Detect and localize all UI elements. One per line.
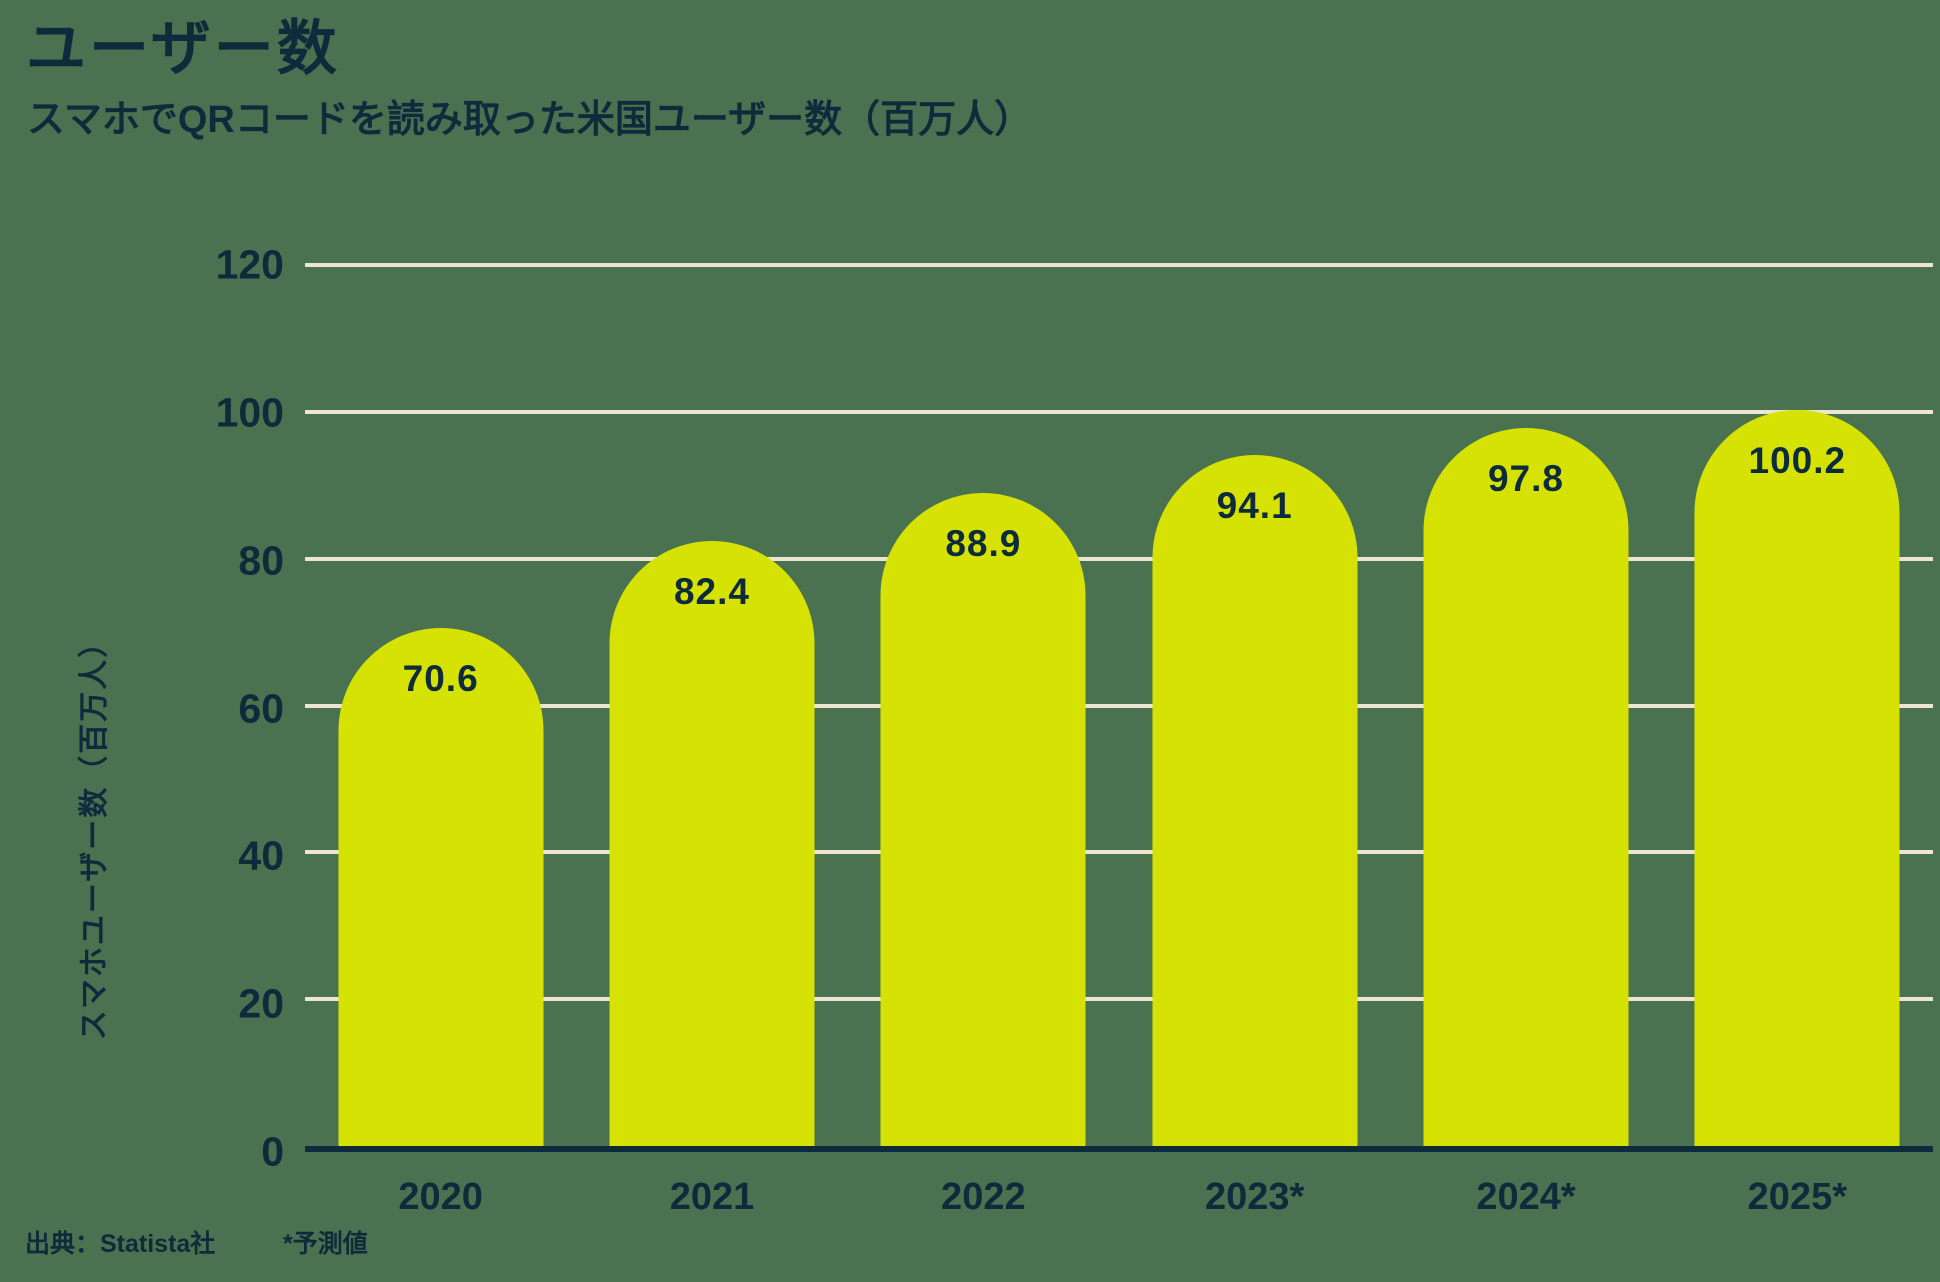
gridline-120 — [305, 263, 1933, 267]
y-tick-100: 100 — [215, 389, 284, 436]
x-tick-labels: 2020 2021 2022 2023* 2024* 2025* — [305, 1178, 1933, 1228]
gridline-40 — [305, 850, 1933, 855]
bar-2022: 88.9 — [880, 493, 1086, 1146]
y-tick-0: 0 — [261, 1128, 284, 1175]
bar-value-label: 94.1 — [1216, 485, 1293, 527]
bar-2024: 97.8 — [1423, 428, 1629, 1146]
forecast-note: *予測値 — [283, 1230, 368, 1258]
bar-2023: 94.1 — [1152, 455, 1358, 1146]
y-tick-20: 20 — [238, 980, 284, 1027]
y-tick-60: 60 — [238, 685, 284, 731]
bar-2020: 70.6 — [338, 627, 544, 1146]
y-tick-120: 120 — [215, 241, 284, 288]
x-tick-2025: 2025* — [1747, 1176, 1847, 1218]
gridline-80 — [305, 556, 1933, 561]
chart-subtitle: スマホでQRコードを読み取った米国ユーザー数（百万人） — [27, 99, 1033, 141]
plot-area: 70.6 82.4 88.9 94.1 97.8 100.2 — [305, 263, 1933, 1152]
bar-value-label: 100.2 — [1748, 440, 1847, 482]
bar-value-label: 88.9 — [945, 523, 1022, 565]
y-tick-80: 80 — [238, 537, 284, 584]
x-tick-2024: 2024* — [1476, 1176, 1576, 1218]
y-tick-40: 40 — [238, 832, 284, 879]
bar-2025: 100.2 — [1694, 410, 1900, 1146]
gridline-60 — [305, 703, 1933, 708]
bar-2021: 82.4 — [609, 541, 815, 1146]
x-tick-2020: 2020 — [398, 1176, 483, 1218]
y-tick-labels: 0 20 40 60 80 100 120 — [0, 244, 284, 1172]
x-tick-2023: 2023* — [1204, 1176, 1305, 1218]
gridline-100 — [305, 409, 1933, 414]
x-tick-2022: 2022 — [941, 1176, 1026, 1218]
source-text: 出典：Statista社 — [25, 1230, 216, 1258]
gridline-20 — [305, 997, 1933, 1002]
chart-title: ユーザー数 — [26, 14, 340, 84]
bar-value-label: 70.6 — [402, 657, 479, 699]
bar-value-label: 97.8 — [1487, 458, 1564, 499]
bar-value-label: 82.4 — [673, 571, 750, 613]
x-tick-2021: 2021 — [669, 1176, 755, 1218]
